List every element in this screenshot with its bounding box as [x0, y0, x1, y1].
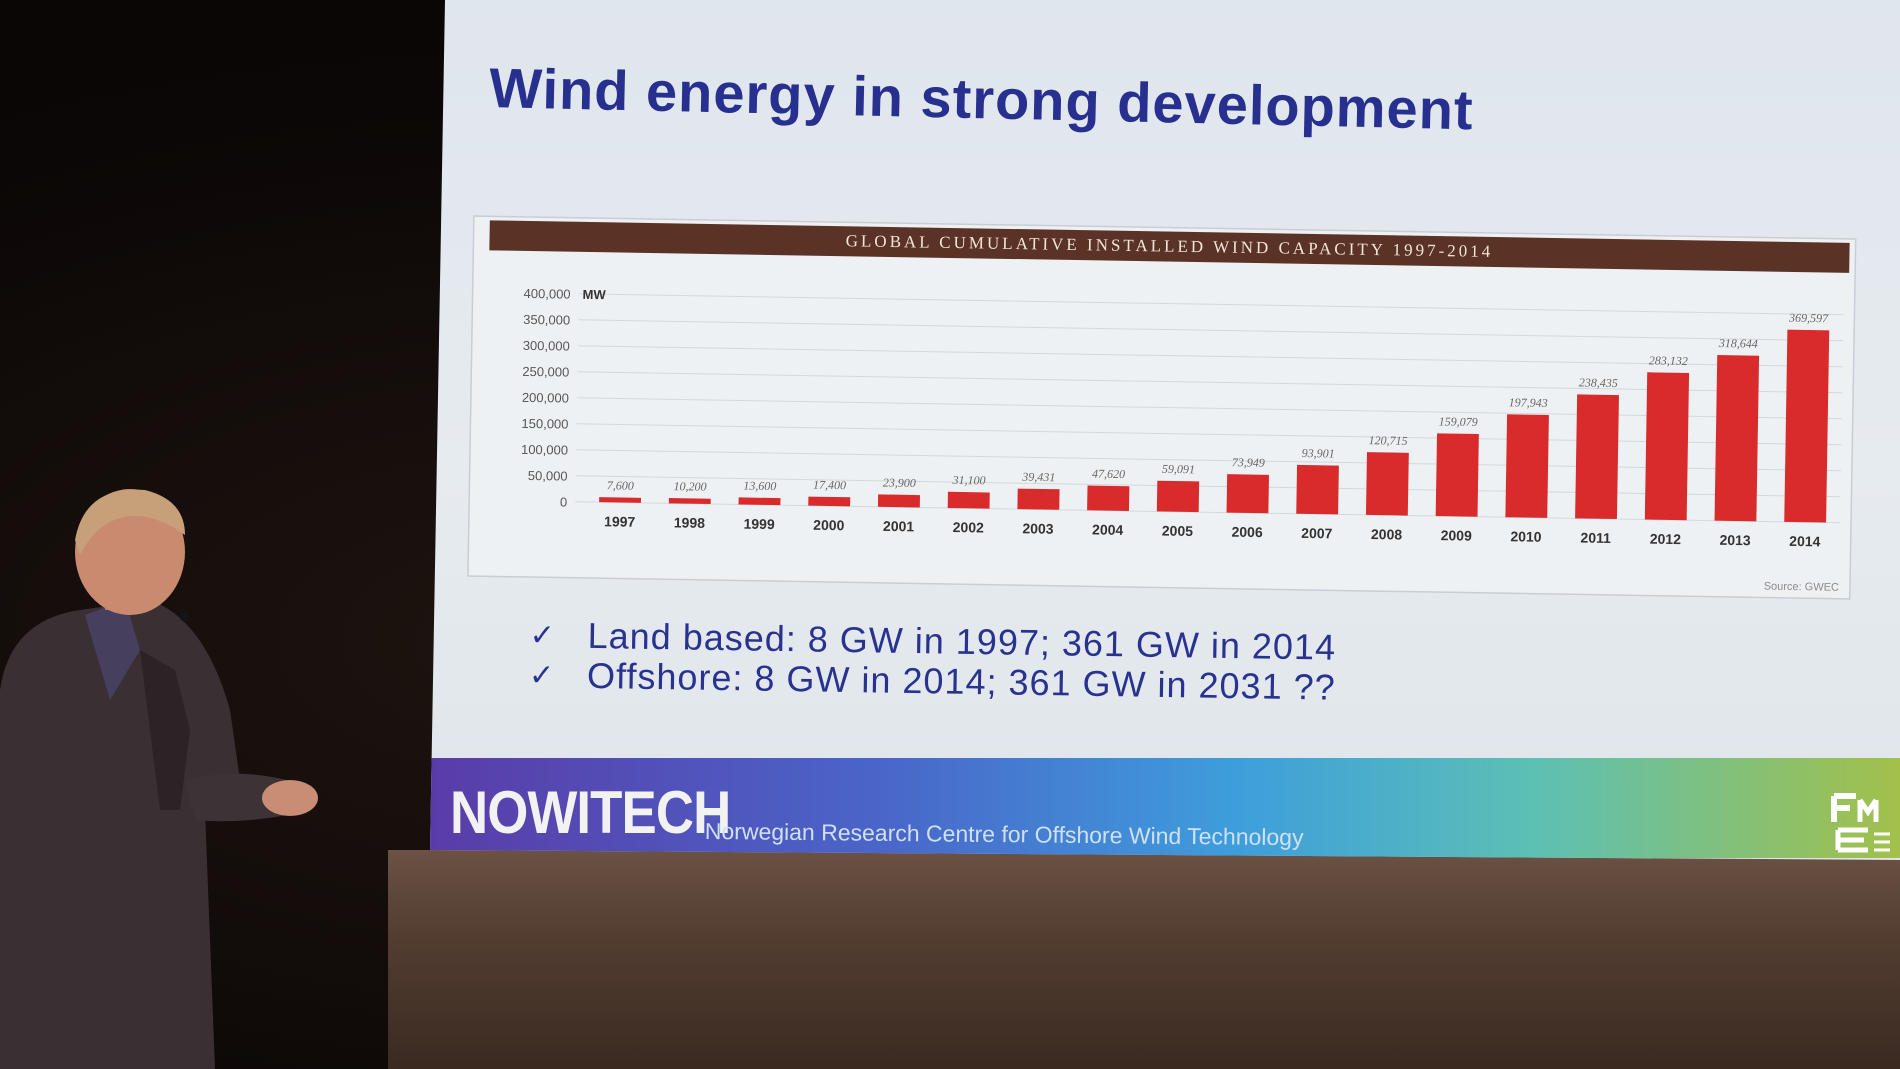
bar-2009	[1435, 433, 1479, 517]
gridline	[575, 501, 1841, 524]
value-label-2002: 31,100	[951, 473, 985, 488]
bar-2012	[1644, 372, 1690, 521]
x-tick-label-2004: 2004	[1092, 521, 1124, 538]
x-tick-label-2008: 2008	[1371, 526, 1403, 543]
x-tick-label-1999: 1999	[743, 516, 775, 533]
x-tick-label-2011: 2011	[1580, 529, 1611, 546]
value-label-2006: 73,949	[1232, 455, 1265, 470]
x-tick-label-2003: 2003	[1022, 520, 1054, 537]
bar-2004	[1087, 485, 1130, 511]
y-tick-label: 0	[560, 495, 567, 510]
projected-slide: Wind energy in strong development 400,00…	[430, 0, 1900, 860]
slide-title: Wind energy in strong development	[488, 55, 1475, 142]
value-label-1997: 7,600	[607, 478, 634, 492]
bar-1997	[599, 497, 642, 503]
value-label-2001: 23,900	[883, 475, 916, 490]
bar-2013	[1714, 355, 1760, 522]
x-tick-label-2009: 2009	[1441, 527, 1473, 544]
bar-2007	[1296, 464, 1339, 515]
y-axis-label: MW	[582, 287, 606, 302]
value-label-2012: 283,132	[1649, 353, 1688, 368]
y-tick-label: 350,000	[523, 312, 570, 328]
gridline	[577, 371, 1843, 394]
bar-2010	[1505, 414, 1549, 518]
bar-2002	[947, 491, 990, 509]
gridline	[575, 475, 1841, 498]
x-tick-label-2006: 2006	[1231, 524, 1263, 541]
screen-lower-area	[388, 850, 1900, 1069]
checkmark-icon: ✓	[529, 618, 557, 652]
value-label-2000: 17,400	[813, 478, 846, 493]
x-tick-label-2012: 2012	[1650, 531, 1682, 548]
gridline	[576, 397, 1842, 420]
value-label-1998: 10,200	[673, 479, 706, 494]
x-tick-label-1998: 1998	[674, 514, 706, 531]
gridline	[578, 293, 1844, 316]
value-label-2010: 197,943	[1509, 395, 1548, 410]
bar-2001	[877, 494, 921, 508]
gridline	[576, 449, 1841, 472]
gridline	[577, 345, 1843, 368]
value-label-1999: 13,600	[743, 478, 776, 493]
gridline	[576, 423, 1842, 446]
x-tick-label-2002: 2002	[953, 519, 985, 536]
y-tick-label: 250,000	[522, 364, 569, 380]
x-tick-label-2013: 2013	[1719, 532, 1751, 549]
bar-2005	[1156, 480, 1200, 513]
x-tick-label-1997: 1997	[604, 513, 636, 530]
value-label-2008: 120,715	[1368, 433, 1407, 448]
x-tick-label-2005: 2005	[1162, 523, 1194, 540]
checkmark-icon: ✓	[528, 658, 556, 692]
bar-2006	[1226, 474, 1269, 514]
y-tick-label: 100,000	[521, 442, 568, 458]
bar-1998	[668, 498, 711, 505]
value-label-2013: 318,644	[1718, 336, 1758, 351]
x-tick-label-2001: 2001	[883, 518, 915, 535]
chart-source: Source: GWEC	[1764, 581, 1839, 594]
bar-2011	[1575, 394, 1619, 520]
y-tick-label: 400,000	[524, 286, 571, 302]
bar-2014	[1784, 329, 1830, 523]
value-label-2003: 39,431	[1021, 470, 1055, 485]
gridline	[578, 319, 1844, 342]
nowitech-logo: NOWITECH	[450, 779, 731, 846]
value-label-2009: 159,079	[1439, 414, 1478, 429]
bar-1999	[738, 497, 781, 506]
bar-2000	[808, 496, 851, 507]
bar-2008	[1365, 452, 1409, 516]
nowitech-banner: NOWITECH Norwegian Research Centre for O…	[430, 758, 1900, 858]
y-tick-label: 50,000	[528, 468, 568, 484]
bar-chart: 400,000 350,000 300,000 250,000 200,000 150,0…	[467, 215, 1857, 600]
y-tick-label: 150,000	[521, 416, 568, 432]
fme-logo-icon	[1831, 793, 1890, 853]
y-tick-label: 300,000	[523, 338, 570, 354]
value-label-2007: 93,901	[1302, 446, 1335, 461]
x-tick-label-2014: 2014	[1789, 533, 1821, 550]
bar-2003	[1017, 488, 1060, 510]
y-tick-label: 200,000	[522, 390, 569, 406]
x-tick-label-2000: 2000	[813, 517, 845, 534]
presenter-person	[0, 489, 318, 1069]
banner-subtitle: Norwegian Research Centre for Offshore W…	[704, 818, 1304, 851]
value-label-2004: 47,620	[1092, 467, 1125, 482]
chart-frame: 400,000 350,000 300,000 250,000 200,000 150,0…	[464, 210, 1860, 603]
x-tick-label-2007: 2007	[1301, 525, 1333, 542]
value-label-2011: 238,435	[1579, 375, 1618, 390]
value-label-2014: 369,597	[1788, 311, 1829, 326]
x-tick-label-2010: 2010	[1510, 528, 1542, 545]
bullet-list: ✓ Land based: 8 GW in 1997; 361 GW in 20…	[529, 615, 1530, 711]
value-label-2005: 59,091	[1162, 462, 1195, 477]
